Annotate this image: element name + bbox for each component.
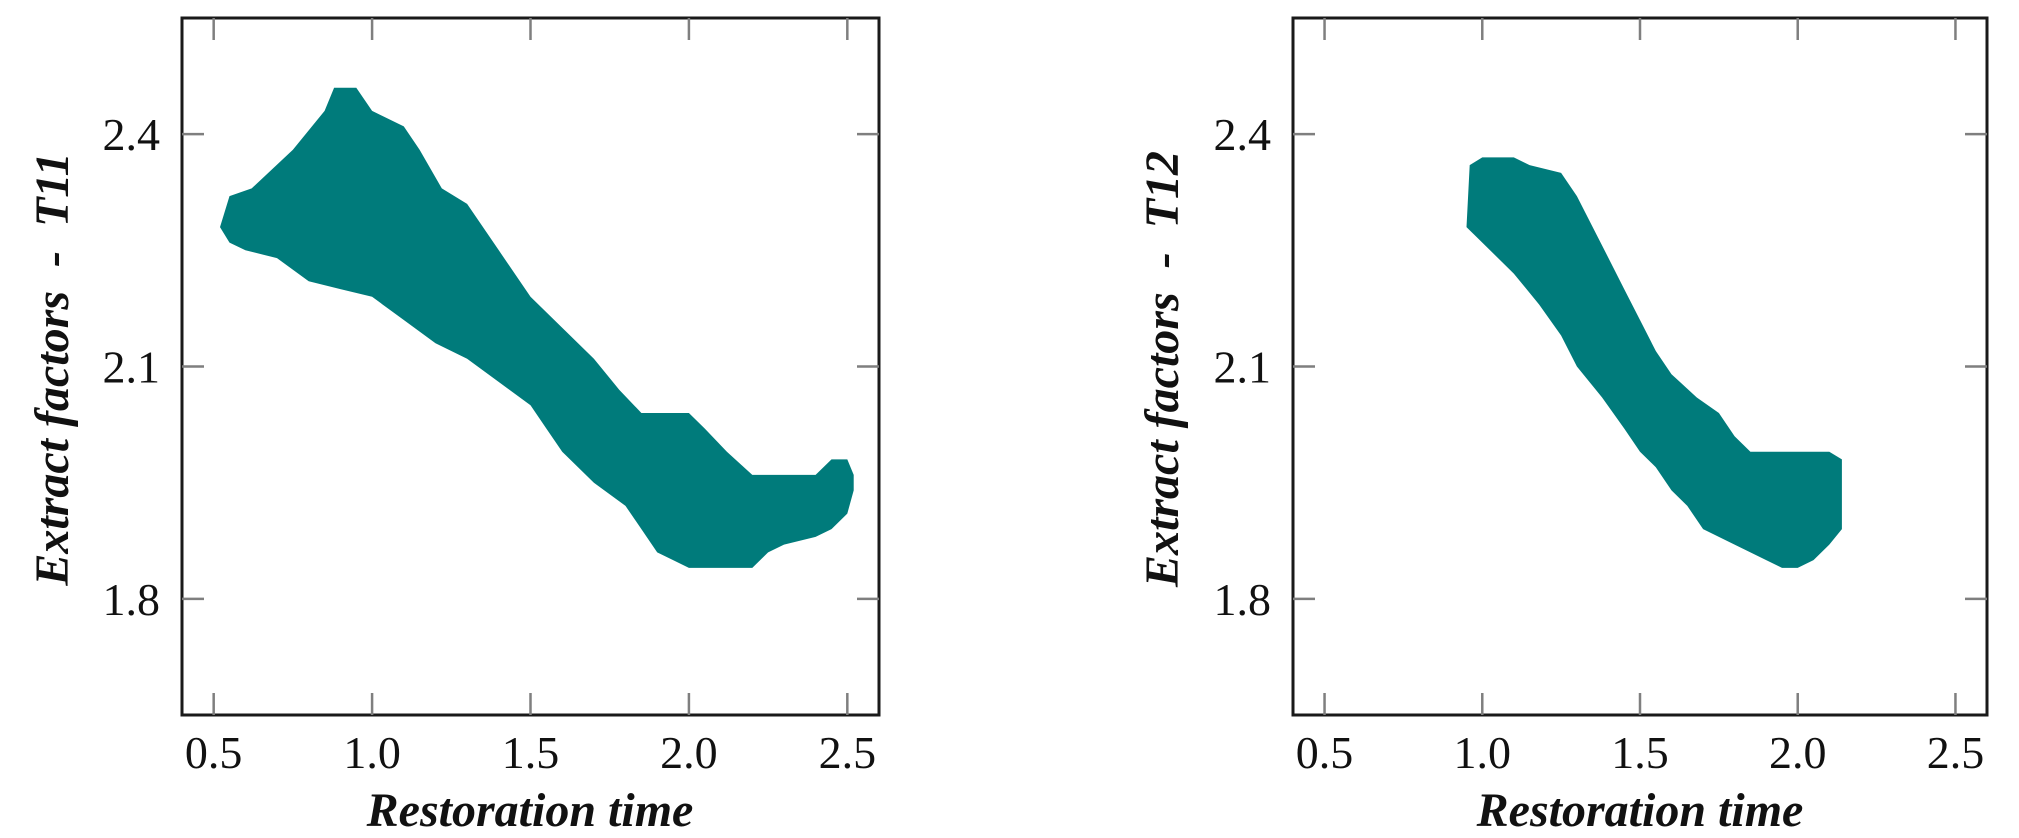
feasible-region [1466,157,1842,568]
x-tick-label: 2.0 [1769,727,1827,778]
x-tick-label: 0.5 [1296,727,1354,778]
chart-panel-t11: 0.5 1.0 1.5 2.0 2.5 1.8 2.1 2.4 Restoration ti… [26,16,881,837]
x-tick-label: 2.5 [819,727,877,778]
x-tick-label: 0.5 [185,727,243,778]
x-axis-title: Restoration time [366,784,694,837]
chart-panel-t12: 0.5 1.0 1.5 2.0 2.5 1.8 2.1 2.4 Restoration ti… [1136,16,1989,837]
x-tick-labels: 0.5 1.0 1.5 2.0 2.5 [1296,727,1984,778]
y-tick-label: 1.8 [103,574,161,625]
x-tick-label: 1.5 [1611,727,1669,778]
y-tick-label: 2.4 [103,109,161,160]
y-tick-label: 1.8 [1214,574,1272,625]
x-tick-label: 1.5 [502,727,560,778]
x-tick-label: 1.0 [343,727,401,778]
y-tick-labels: 1.8 2.1 2.4 [103,109,161,625]
x-tick-label: 2.0 [660,727,718,778]
x-tick-label: 2.5 [1927,727,1985,778]
y-tick-label: 2.1 [1214,342,1272,393]
tick-marks [182,18,879,715]
tick-marks [1293,18,1987,715]
x-tick-label: 1.0 [1454,727,1512,778]
x-axis-title: Restoration time [1476,784,1804,837]
feasible-region [220,87,854,568]
y-axis-title: Extract factors - T12 [1136,151,1189,588]
y-tick-label: 2.1 [103,342,161,393]
y-tick-label: 2.4 [1214,109,1272,160]
y-axis-title: Extract factors - T11 [26,152,79,586]
y-tick-labels: 1.8 2.1 2.4 [1214,109,1272,625]
x-tick-labels: 0.5 1.0 1.5 2.0 2.5 [185,727,876,778]
